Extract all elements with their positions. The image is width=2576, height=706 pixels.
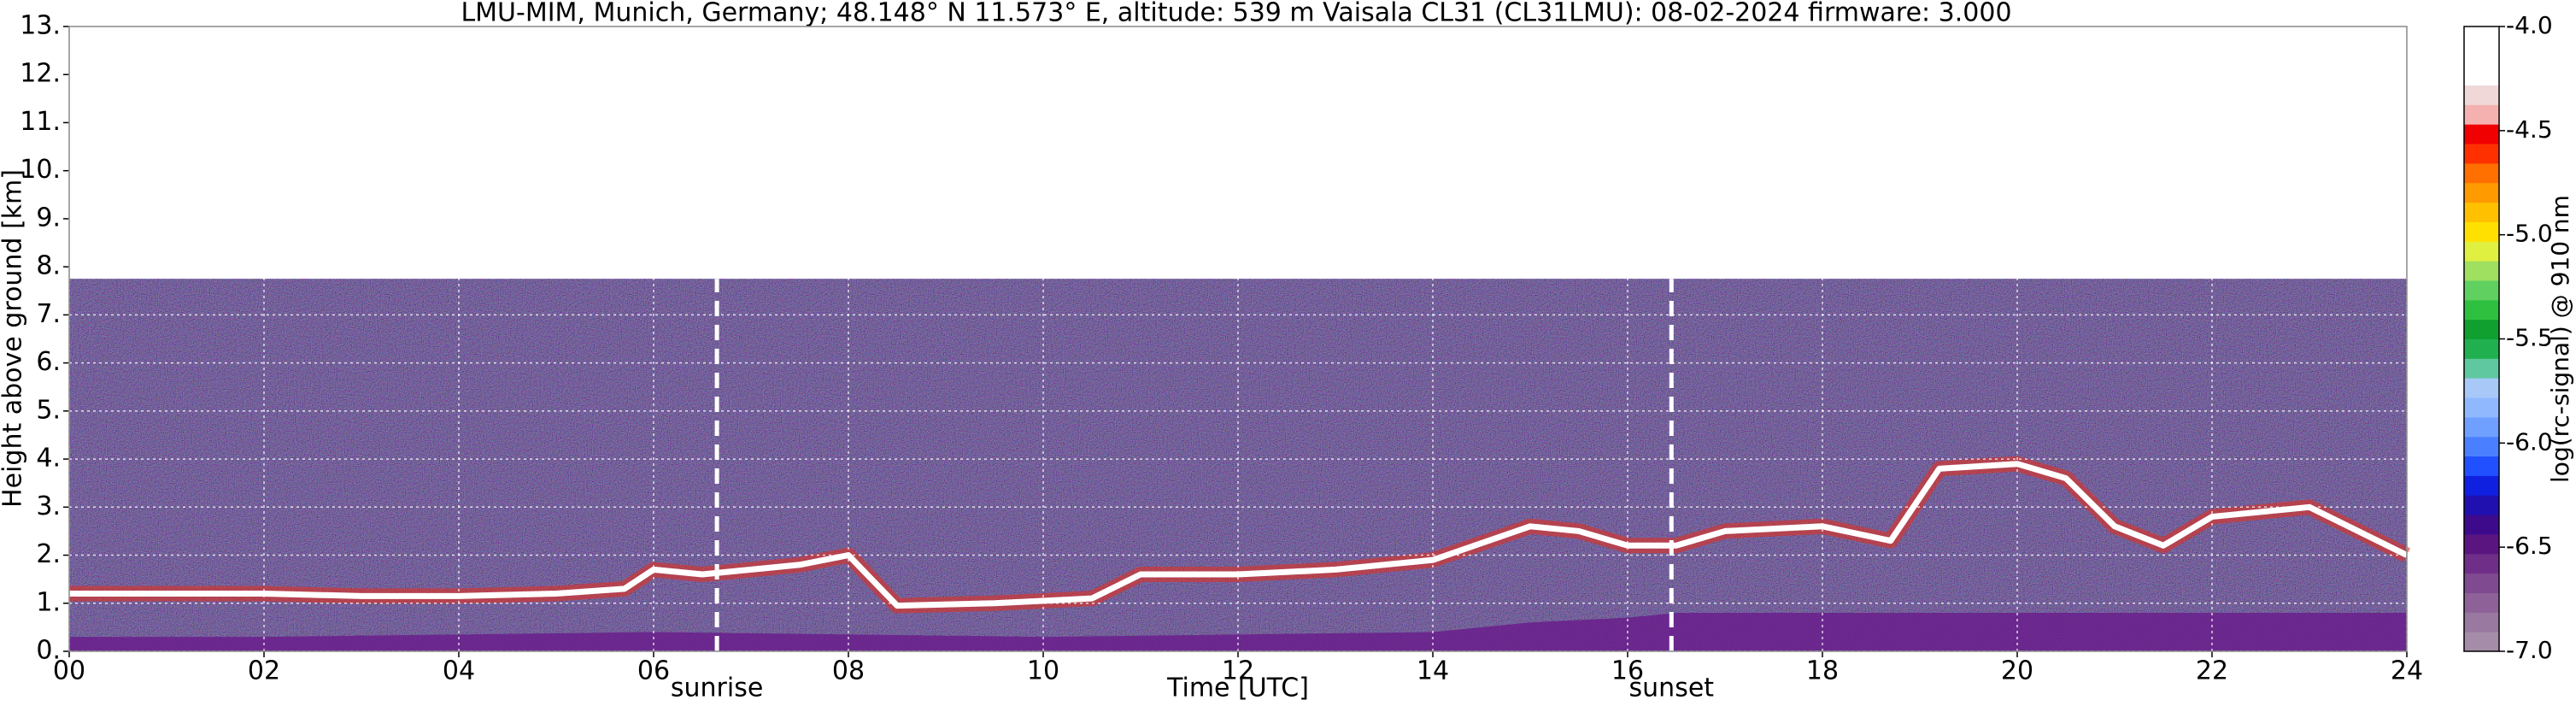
- y-tick-label: 3.: [36, 491, 61, 521]
- colorbar-segment: [2464, 299, 2499, 321]
- colorbar-segment: [2464, 515, 2499, 535]
- x-tick-label: 14: [1417, 656, 1449, 686]
- colorbar-segment: [2464, 475, 2499, 496]
- y-tick-label: 0.: [36, 636, 61, 666]
- colorbar-segment: [2464, 241, 2499, 262]
- colorbar-tick-label: -4.5: [2506, 115, 2553, 144]
- y-tick-label: 6.: [36, 347, 61, 377]
- x-tick-label: 12: [1222, 656, 1254, 686]
- colorbar-segment: [2464, 279, 2499, 301]
- colorbar-segment: [2464, 378, 2499, 398]
- x-tick-label: 00: [53, 656, 85, 686]
- x-tick-label: 18: [1806, 656, 1839, 686]
- colorbar-segment: [2464, 124, 2499, 144]
- colorbar-tick-label: -5.5: [2506, 324, 2553, 352]
- y-tick-label: 10.: [20, 155, 61, 185]
- colorbar-label: log(rc-signal) @ 910 nm: [2546, 195, 2574, 483]
- colorbar-segment: [2464, 495, 2499, 515]
- colorbar-segment: [2464, 65, 2499, 86]
- colorbar-tick-label: -6.5: [2506, 532, 2553, 560]
- colorbar-segment: [2464, 436, 2499, 457]
- colorbar-segment: [2464, 45, 2499, 67]
- x-tick-label: 06: [637, 656, 670, 686]
- x-tick-label: 10: [1027, 656, 1059, 686]
- y-tick-label: 1.: [36, 587, 61, 617]
- y-axis-label: Height above ground [km]: [0, 169, 28, 508]
- y-tick-label: 2.: [36, 539, 61, 569]
- colorbar-segment: [2464, 573, 2499, 593]
- y-tick-label: 12.: [20, 59, 61, 89]
- colorbar-segment: [2464, 456, 2499, 476]
- colorbar-segment: [2464, 26, 2499, 47]
- colorbar-tick-label: -4.0: [2506, 11, 2553, 39]
- colorbar-segment: [2464, 182, 2499, 203]
- y-tick-label: 5.: [36, 395, 61, 425]
- annotation-label: sunrise: [671, 674, 763, 703]
- x-tick-label: 08: [832, 656, 865, 686]
- y-tick-label: 7.: [36, 299, 61, 329]
- colorbar-segment: [2464, 221, 2499, 242]
- colorbar-segment: [2464, 592, 2499, 613]
- chart-title: LMU-MIM, Munich, Germany; 48.148° N 11.5…: [461, 0, 2011, 28]
- y-tick-label: 4.: [36, 444, 61, 474]
- x-tick-label: 16: [1611, 656, 1644, 686]
- y-tick-label: 8.: [36, 251, 61, 281]
- colorbar-segment: [2464, 632, 2499, 652]
- colorbar-segment: [2464, 162, 2499, 184]
- x-tick-label: 20: [2001, 656, 2033, 686]
- colorbar-segment: [2464, 553, 2499, 574]
- colorbar-segment: [2464, 202, 2499, 222]
- layer-line: [69, 461, 2409, 609]
- colorbar-segment: [2464, 319, 2499, 339]
- colorbar-tick-label: -5.0: [2506, 220, 2553, 248]
- colorbar-segment: [2464, 397, 2499, 418]
- x-tick-label: 24: [2391, 656, 2423, 686]
- y-tick-label: 9.: [36, 203, 61, 232]
- colorbar-segment: [2464, 338, 2499, 359]
- x-axis-label: Time [UTC]: [1166, 674, 1309, 703]
- colorbar-tick-label: -7.0: [2506, 636, 2553, 664]
- colorbar-segment: [2464, 85, 2499, 105]
- x-tick-label: 22: [2196, 656, 2228, 686]
- y-tick-label: 13.: [20, 11, 61, 41]
- colorbar-segment: [2464, 261, 2499, 281]
- ground-layer: [69, 613, 2407, 651]
- colorbar-tick-label: -6.0: [2506, 427, 2553, 456]
- x-tick-label: 04: [443, 656, 475, 686]
- colorbar-segment: [2464, 358, 2499, 379]
- annotation-label: sunset: [1629, 674, 1715, 703]
- plot-frame: [68, 26, 2408, 652]
- colorbar-segment: [2464, 144, 2499, 164]
- y-tick-label: 11.: [20, 107, 61, 137]
- x-tick-label: 02: [248, 656, 280, 686]
- colorbar-segment: [2464, 533, 2499, 555]
- colorbar-segment: [2464, 612, 2499, 632]
- colorbar-segment: [2464, 416, 2499, 438]
- colorbar-segment: [2464, 104, 2499, 125]
